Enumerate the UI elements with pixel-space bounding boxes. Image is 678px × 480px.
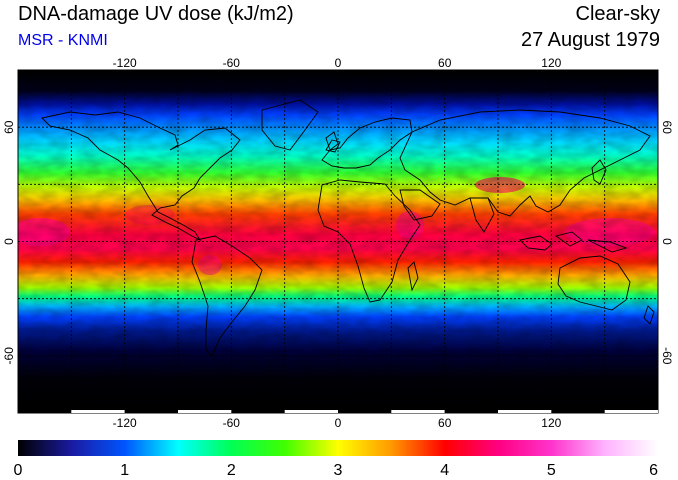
- lat-label: -60: [660, 347, 674, 365]
- source-label: MSR - KNMI: [18, 32, 108, 49]
- colorbar-ticks: 0 1 2 3 4 5 6: [14, 462, 659, 479]
- colorbar-label: 2: [227, 462, 236, 479]
- colorbar-label: 0: [14, 462, 23, 479]
- lat-label: -60: [2, 347, 16, 365]
- frame-scale-top: [18, 70, 605, 73]
- lat-labels-right: 60 0 -60: [660, 121, 674, 365]
- lat-label: 0: [660, 238, 674, 245]
- frame-scale-bottom: [71, 410, 658, 413]
- lon-label: -60: [223, 56, 241, 70]
- condition-label: Clear-sky: [575, 3, 660, 25]
- lat-labels-left: 60 0 -60: [2, 120, 16, 364]
- lon-labels-bottom: -120 -60 0 60 120: [113, 416, 562, 430]
- colorbar: [18, 440, 658, 456]
- graticule: [18, 70, 658, 413]
- colorbar-label: 5: [547, 462, 556, 479]
- lat-label: 60: [2, 120, 16, 134]
- lon-label: 120: [541, 56, 561, 70]
- lon-label: 60: [438, 416, 452, 430]
- lon-label: 120: [541, 416, 561, 430]
- colorbar-label: 4: [440, 462, 449, 479]
- lon-label: 60: [438, 56, 452, 70]
- lon-labels-top: -120 -60 0 60 120: [113, 56, 562, 70]
- lon-label: -60: [223, 416, 241, 430]
- colorbar-label: 6: [649, 462, 658, 479]
- lon-label: -120: [113, 56, 137, 70]
- lon-label: -120: [113, 416, 137, 430]
- lon-label: 0: [335, 416, 342, 430]
- lon-label: 0: [335, 56, 342, 70]
- map-title: DNA-damage UV dose (kJ/m2): [18, 3, 294, 25]
- lat-label: 0: [2, 238, 16, 245]
- lat-label: 60: [660, 121, 674, 135]
- colorbar-label: 3: [334, 462, 343, 479]
- colorbar-label: 1: [120, 462, 129, 479]
- coastlines: [18, 99, 658, 405]
- date-label: 27 August 1979: [520, 29, 660, 51]
